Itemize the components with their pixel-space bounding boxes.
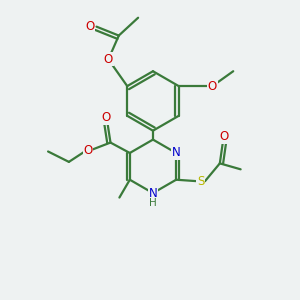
Text: O: O <box>220 130 229 143</box>
Text: N: N <box>148 187 157 200</box>
Text: O: O <box>85 20 94 33</box>
Text: O: O <box>84 143 93 157</box>
Text: S: S <box>197 175 204 188</box>
Text: O: O <box>208 80 217 93</box>
Text: O: O <box>101 111 111 124</box>
Text: O: O <box>104 53 113 66</box>
Text: H: H <box>149 198 157 208</box>
Text: N: N <box>172 146 181 160</box>
